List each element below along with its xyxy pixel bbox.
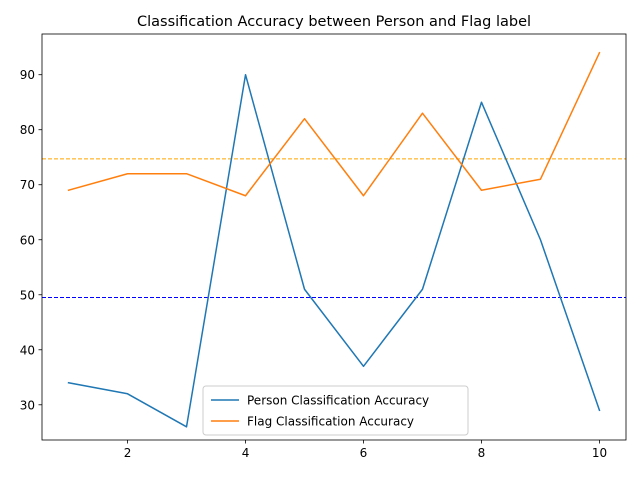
chart-title: Classification Accuracy between Person a… — [137, 14, 531, 30]
y-tick-label: 90 — [20, 68, 35, 82]
x-tick-label: 4 — [242, 446, 250, 460]
legend: Person Classification Accuracy Flag Class… — [202, 385, 469, 436]
x-tick-label: 6 — [360, 446, 368, 460]
y-tick-label: 80 — [20, 123, 35, 137]
legend-label-2: Flag Classification Accuracy — [247, 415, 414, 429]
axes-frame — [41, 33, 627, 441]
x-tick-label: 10 — [592, 446, 607, 460]
series-line-1 — [67, 73, 601, 428]
y-tick-label: 60 — [20, 233, 35, 247]
x-tick-label: 2 — [124, 446, 132, 460]
y-tick-label: 30 — [20, 398, 35, 412]
y-tick-label: 50 — [20, 288, 35, 302]
legend-box — [202, 385, 469, 436]
y-tick-label: 40 — [20, 343, 35, 357]
plot-area: 2 4 6 8 10 30 40 50 60 70 80 90 — [20, 33, 627, 460]
y-tick-label: 70 — [20, 178, 35, 192]
x-tick-label: 8 — [478, 446, 486, 460]
legend-label-1: Person Classification Accuracy — [247, 394, 429, 408]
series-line-2 — [67, 51, 601, 197]
